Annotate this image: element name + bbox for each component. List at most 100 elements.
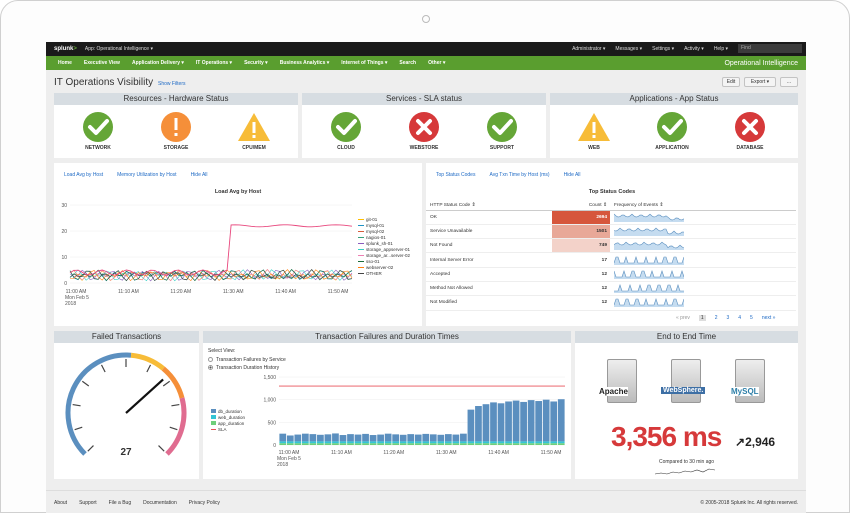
nav-internet-of-things[interactable]: Internet of Things ▾ [341, 60, 388, 66]
splunk-logo[interactable]: splunk> [54, 46, 77, 52]
radio-duration-history[interactable]: Transaction Duration History [208, 365, 286, 371]
bar-app_duration [429, 443, 437, 445]
more-button[interactable]: ... [780, 77, 798, 87]
chart-title: Load Avg by Host [214, 189, 262, 195]
bar-db_duration [535, 401, 543, 442]
radio-selected-icon[interactable] [208, 365, 213, 371]
table-row[interactable]: Accepted 12 [426, 267, 796, 282]
status-webstore[interactable]: WEBSTORE [394, 111, 454, 151]
pager-page-5[interactable]: 5 [750, 315, 753, 321]
footer: About Support File a Bug Documentation P… [46, 490, 806, 513]
legend-entry: splunk_sh-01 [366, 241, 393, 246]
websphere-server-icon [671, 359, 701, 403]
footer-documentation-link[interactable]: Documentation [143, 500, 177, 506]
table-row[interactable]: Service Unavailable 1501 [426, 224, 796, 240]
find-input[interactable]: Find [738, 44, 802, 53]
export-button[interactable]: Export ▾ [744, 77, 776, 87]
radio-unselected-icon[interactable] [208, 357, 213, 363]
hardware-status-panel: Resources - Hardware Status NETWORK STORA… [54, 93, 298, 158]
frequency-sparkline [614, 284, 684, 294]
legend-entry: mysql-01 [366, 223, 385, 228]
pager-next[interactable]: next » [761, 315, 776, 321]
bar-app_duration [317, 443, 324, 445]
nav-security[interactable]: Security ▾ [244, 60, 268, 66]
table-row[interactable]: OK 2694 [426, 210, 796, 225]
help-menu[interactable]: Help ▾ [713, 45, 728, 52]
nav-application-delivery[interactable]: Application Delivery ▾ [131, 60, 184, 66]
pager-page-4[interactable]: 4 [738, 315, 742, 321]
pager-page-2[interactable]: 2 [714, 315, 718, 321]
load-avg-panel: Load Avg by Host Memory Utilization by H… [54, 163, 422, 326]
bar-app_duration [286, 443, 294, 445]
nav-home[interactable]: Home [58, 60, 72, 66]
status-cloud[interactable]: CLOUD [316, 111, 376, 151]
table-row[interactable]: Not Found 749 [426, 238, 796, 254]
messages-menu[interactable]: Messages ▾ [615, 45, 643, 52]
pager-page-1[interactable]: 1 [698, 315, 706, 321]
table-row[interactable]: Method Not Allowed 12 [426, 281, 796, 297]
settings-menu[interactable]: Settings ▾ [652, 45, 675, 52]
column-header-status-code[interactable]: HTTP Status Code ⇕ [426, 201, 552, 211]
footer-privacy-link[interactable]: Privacy Policy [188, 500, 220, 506]
status-cpu-mem[interactable]: CPU/MEM [224, 111, 284, 151]
show-filters-link[interactable]: Show Filters [158, 81, 186, 87]
bar-web_duration [384, 441, 392, 444]
status-database[interactable]: DATABASE [720, 111, 780, 151]
administrator-menu[interactable]: Administrator ▾ [572, 45, 606, 52]
status-web[interactable]: WEB [564, 111, 624, 151]
camera-icon [422, 15, 430, 23]
panel-title: Applications - App Status [550, 93, 798, 105]
nav-it-operations[interactable]: IT Operations ▾ [195, 60, 233, 66]
bar-app_duration [309, 443, 317, 445]
nav-search[interactable]: Search [399, 60, 417, 66]
pager-prev[interactable]: « prev [676, 315, 690, 321]
nav-other[interactable]: Other ▾ [428, 60, 446, 66]
status-application[interactable]: APPLICATION [642, 111, 702, 151]
table-title: Top Status Codes [588, 189, 636, 195]
activity-menu[interactable]: Activity ▾ [684, 45, 704, 52]
count-cell: 12 [552, 295, 610, 311]
table-row[interactable]: Internal Server Error 17 [426, 252, 796, 268]
app-menu[interactable]: App: Operational Intelligence ▾ [84, 46, 153, 52]
pager-page-3[interactable]: 3 [726, 315, 730, 321]
bar-app_duration [550, 443, 558, 445]
bar-app_duration [460, 443, 467, 445]
bar-web_duration [520, 441, 527, 444]
tab-avg-txn-time[interactable]: Avg Txn Time by Host (ms) [489, 172, 550, 178]
mysql-server-icon [735, 359, 765, 403]
footer-file-bug-link[interactable]: File a Bug [108, 500, 132, 506]
table-row[interactable]: Not Modified 12 [426, 295, 796, 311]
tab-top-status-codes[interactable]: Top Status Codes [436, 172, 476, 178]
bar-db_duration [407, 434, 415, 442]
bar-web_duration [407, 441, 415, 444]
column-header-count[interactable]: Count ⇕ [552, 201, 610, 211]
tab-memory-utilization[interactable]: Memory Utilization by Host [117, 172, 177, 178]
transaction-duration-chart: 1,500 1,000 500 011:00 AM 11:10 AM 11:20 AM 11… [211, 375, 565, 468]
tab-hide-all-status[interactable]: Hide All [563, 172, 581, 178]
copyright: © 2005-2018 Splunk Inc. All rights reser… [700, 500, 798, 506]
column-header-frequency[interactable]: Frequency of Events ⇕ [610, 201, 796, 211]
bar-app_duration [377, 443, 384, 445]
end-to-end-panel: End to End Time Apache WebSphere. MySQL … [575, 331, 798, 479]
frequency-sparkline [613, 269, 685, 279]
bar-web_duration [475, 441, 482, 444]
nav-executive-view[interactable]: Executive View [83, 60, 120, 66]
tab-load-avg[interactable]: Load Avg by Host [64, 172, 104, 178]
bar-web_duration [309, 441, 317, 444]
legend-entry: OTHER [366, 271, 383, 276]
status-code-cell: Service Unavailable [426, 224, 552, 240]
status-network[interactable]: NETWORK [68, 111, 128, 151]
footer-about-link[interactable]: About [54, 500, 68, 506]
status-support[interactable]: SUPPORT [472, 111, 532, 151]
bar-db_duration [392, 434, 400, 442]
radio-failures-by-service[interactable]: Transaction Failures by Service [208, 357, 286, 363]
nav-business-analytics[interactable]: Business Analytics ▾ [279, 60, 330, 66]
status-code-cell: OK [426, 210, 552, 225]
tab-hide-all[interactable]: Hide All [190, 172, 208, 178]
status-storage[interactable]: STORAGE [146, 111, 206, 151]
bar-app_duration [512, 443, 520, 445]
status-label: WEBSTORE [409, 145, 439, 151]
footer-support-link[interactable]: Support [79, 500, 97, 506]
status-label: APPLICATION [655, 145, 689, 151]
edit-button[interactable]: Edit [722, 77, 740, 87]
